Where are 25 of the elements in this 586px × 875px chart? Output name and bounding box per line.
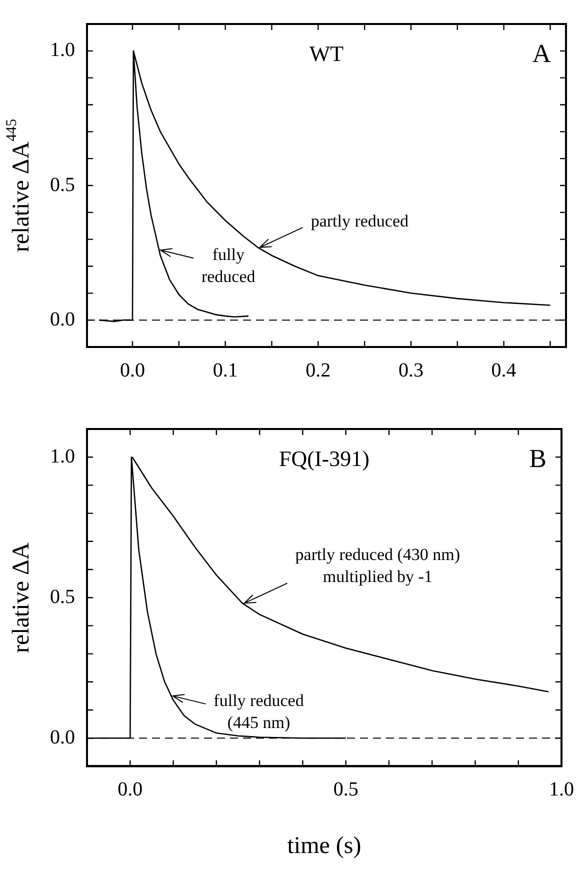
annotation: partly reduced (430 nm) multiplied by -1 xyxy=(295,545,460,586)
x-tick-label: 0.3 xyxy=(398,359,424,382)
text: WT xyxy=(309,40,344,66)
x-axis-title: time (s) xyxy=(287,832,362,859)
annotation: partly reduced xyxy=(310,211,410,230)
x-tick-label: 0.2 xyxy=(306,359,331,382)
x-tick-label: 0.1 xyxy=(212,359,238,382)
y-tick-label: 1.0 xyxy=(50,39,75,62)
text: FQ(I-391) xyxy=(279,446,370,471)
annotation: fully reduced xyxy=(201,245,256,286)
y-axis-title: relative ΔA445 xyxy=(4,118,34,252)
y-tick-label: 0.0 xyxy=(50,726,75,748)
annotation: fully reduced (445 nm) xyxy=(214,690,304,732)
x-tick-label: 0.0 xyxy=(118,778,143,800)
y-tick-label: 0.5 xyxy=(50,586,75,608)
y-tick-label: 1.0 xyxy=(50,445,75,468)
annotation: B xyxy=(529,444,546,473)
x-tick-label: 0.0 xyxy=(120,359,145,382)
x-tick-label: 0.4 xyxy=(491,359,516,382)
y-tick-label: 0.5 xyxy=(50,174,75,196)
y-tick-label: 0.0 xyxy=(50,308,75,330)
y-axis-title: relative ΔA xyxy=(8,542,34,653)
x-tick-label: 1.0 xyxy=(549,778,574,800)
annotation: A xyxy=(532,38,552,68)
x-tick-label: 0.5 xyxy=(333,778,358,800)
